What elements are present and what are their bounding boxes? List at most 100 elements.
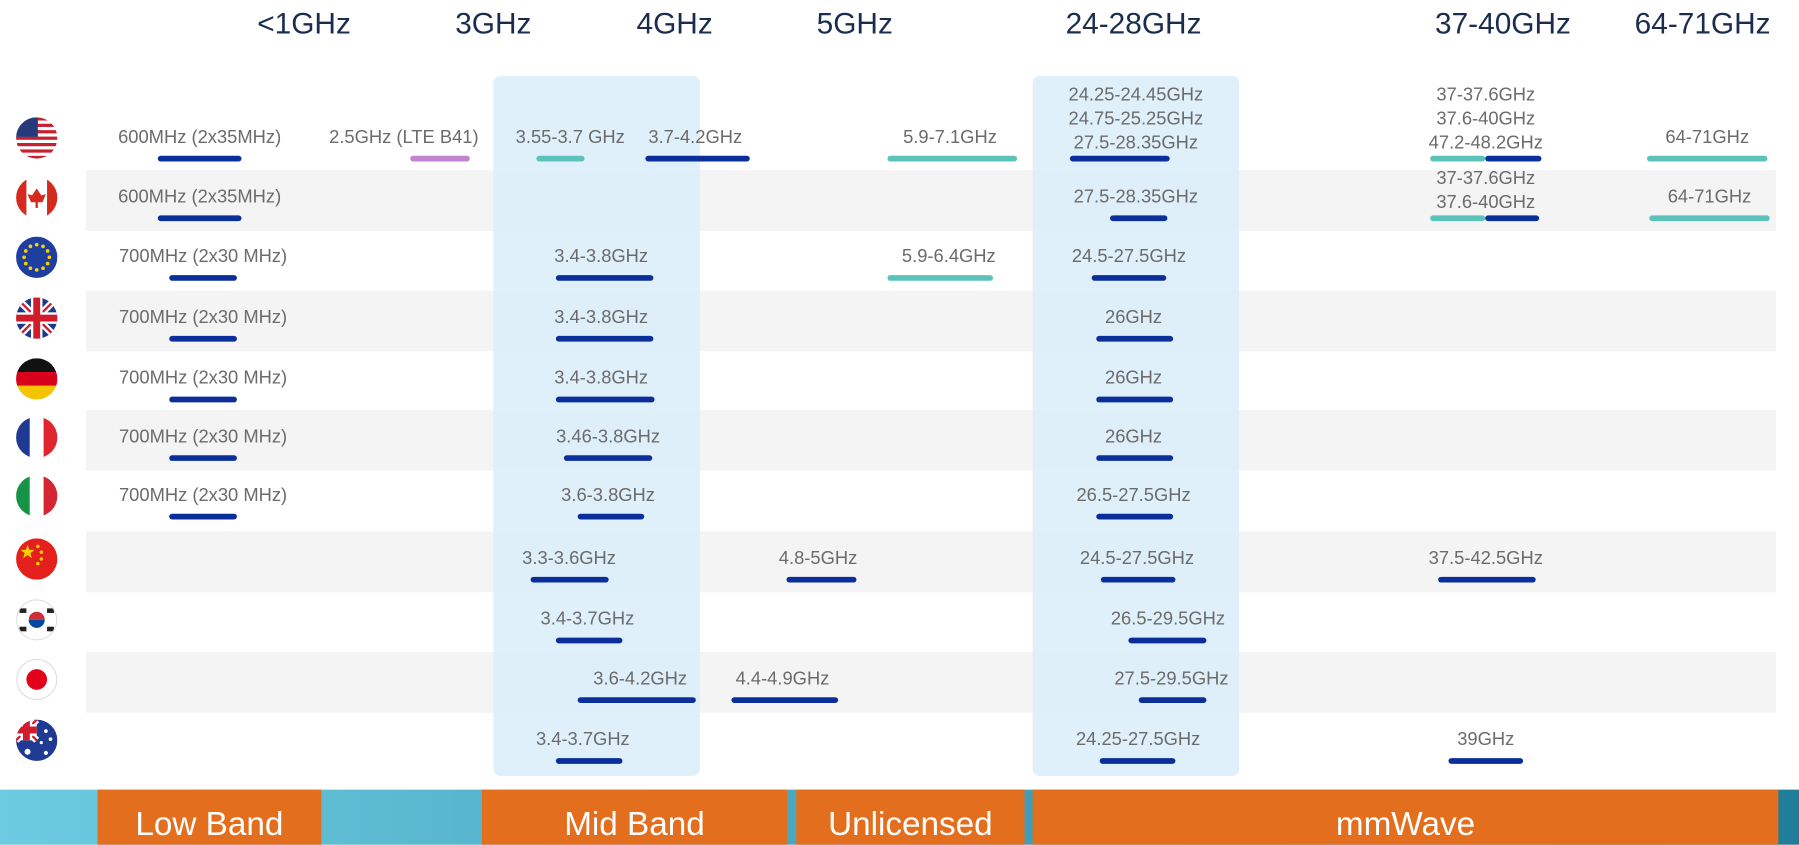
flag-part <box>16 372 58 386</box>
header-label-bg <box>448 7 539 44</box>
band-label: 24.25-24.45GHz <box>1069 83 1204 104</box>
band-label: 3.46-3.8GHz <box>556 425 660 446</box>
flag-part <box>47 255 52 260</box>
flag-part <box>28 244 33 249</box>
band-label: 24.25-27.5GHz <box>1076 728 1200 749</box>
header-label: 4GHz <box>637 7 713 40</box>
category-label: mmWave <box>1336 806 1475 843</box>
category-box <box>1032 789 1779 845</box>
flag-part <box>16 149 58 153</box>
flag-part <box>41 244 45 249</box>
flag-part <box>39 557 44 561</box>
flag-part <box>16 416 30 459</box>
band-label: 64-71GHz <box>1668 185 1752 206</box>
band-label: 700MHz (2x30 MHz) <box>119 367 287 388</box>
flag-part <box>19 626 27 632</box>
flag <box>16 416 58 459</box>
flag-part <box>34 268 39 272</box>
category-label: Mid Band <box>564 806 705 843</box>
flag-part <box>45 261 50 266</box>
category-label: Unlicensed <box>828 806 993 843</box>
flag-outline <box>16 658 58 701</box>
category-label: Low Band <box>135 806 283 843</box>
band-label: 26.5-29.5GHz <box>1111 608 1225 629</box>
band-label: 5.9-6.4GHz <box>902 245 996 266</box>
flag-part <box>16 538 58 580</box>
band-label: 600MHz (2x35MHz) <box>118 126 281 147</box>
flag-part <box>16 358 58 373</box>
band-label: 26GHz <box>1105 425 1162 446</box>
band-label: 26GHz <box>1105 306 1162 327</box>
flag-part <box>47 176 58 219</box>
header-label-bg <box>250 7 358 44</box>
band-label: 37-37.6GHz <box>1436 167 1535 188</box>
flag-part <box>16 726 37 734</box>
flag-part <box>48 737 53 741</box>
band-label: 3.4-3.8GHz <box>554 306 648 327</box>
flag <box>16 719 58 761</box>
header-label-bg <box>809 7 900 44</box>
flag-part <box>27 188 46 208</box>
header-label: <1GHz <box>257 7 351 40</box>
header-label: 5GHz <box>817 7 893 40</box>
row-stripe <box>86 651 1777 713</box>
band-label: 27.5-28.35GHz <box>1074 132 1198 153</box>
flag-part <box>43 416 58 459</box>
flag-part <box>36 544 40 549</box>
band-label: 24.5-27.5GHz <box>1080 547 1194 568</box>
band-label: 3.4-3.8GHz <box>554 245 648 266</box>
band-label: 3.7-4.2GHz <box>648 126 742 147</box>
flag-part <box>16 475 30 517</box>
header-label: 3GHz <box>455 7 531 40</box>
flag <box>16 538 58 580</box>
band-label: 3.6-3.8GHz <box>561 484 655 505</box>
band-label: 27.5-29.5GHz <box>1114 667 1228 688</box>
flag-part <box>16 155 58 159</box>
flag <box>16 658 58 701</box>
flag-part <box>22 255 26 260</box>
flag-part <box>28 611 45 620</box>
flag <box>16 236 58 278</box>
flag-part <box>16 314 58 322</box>
band-label: 3.4-3.7GHz <box>541 608 635 629</box>
header-label: 24-28GHz <box>1066 7 1202 40</box>
band-label: 700MHz (2x30 MHz) <box>119 306 287 327</box>
band-label: 3.3-3.6GHz <box>522 547 616 568</box>
flag-part <box>24 748 31 755</box>
flag-part <box>43 750 48 755</box>
band-label: 27.5-28.35GHz <box>1074 185 1198 206</box>
flag-part <box>41 266 45 271</box>
band-label: 600MHz (2x35MHz) <box>118 185 281 206</box>
flag-part <box>45 249 50 253</box>
band-label: 4.8-5GHz <box>779 547 858 568</box>
flag-part <box>26 669 48 690</box>
band-label: 26.5-27.5GHz <box>1076 484 1190 505</box>
flag-part <box>34 242 39 247</box>
band-label: 47.2-48.2GHz <box>1429 132 1543 153</box>
band-label: 4.4-4.9GHz <box>736 667 830 688</box>
flag-part <box>16 176 27 219</box>
mmwave-highlight <box>1032 76 1240 776</box>
band-label: 26GHz <box>1105 367 1162 388</box>
band-label: 24.5-27.5GHz <box>1072 245 1186 266</box>
flag <box>16 599 58 641</box>
flag <box>16 475 58 517</box>
header-label: 37-40GHz <box>1435 7 1571 40</box>
flag-part <box>44 729 48 733</box>
band-label: 64-71GHz <box>1665 126 1749 147</box>
flag-part <box>29 475 44 517</box>
band-label: 700MHz (2x30 MHz) <box>119 245 287 266</box>
flag-part <box>16 385 58 400</box>
header-label-bg <box>1428 7 1578 44</box>
band-label: 3.6-4.2GHz <box>593 667 687 688</box>
band-label: 37.5-42.5GHz <box>1429 547 1543 568</box>
flag-part <box>39 550 44 554</box>
band-label: 37.6-40GHz <box>1436 107 1535 128</box>
flag-part <box>39 740 43 745</box>
band-label: 5.9-7.1GHz <box>903 126 997 147</box>
flag-part <box>36 561 40 566</box>
band-label: 37-37.6GHz <box>1436 83 1535 104</box>
row-stripe <box>86 290 1777 352</box>
header-label: 64-71GHz <box>1635 7 1771 40</box>
